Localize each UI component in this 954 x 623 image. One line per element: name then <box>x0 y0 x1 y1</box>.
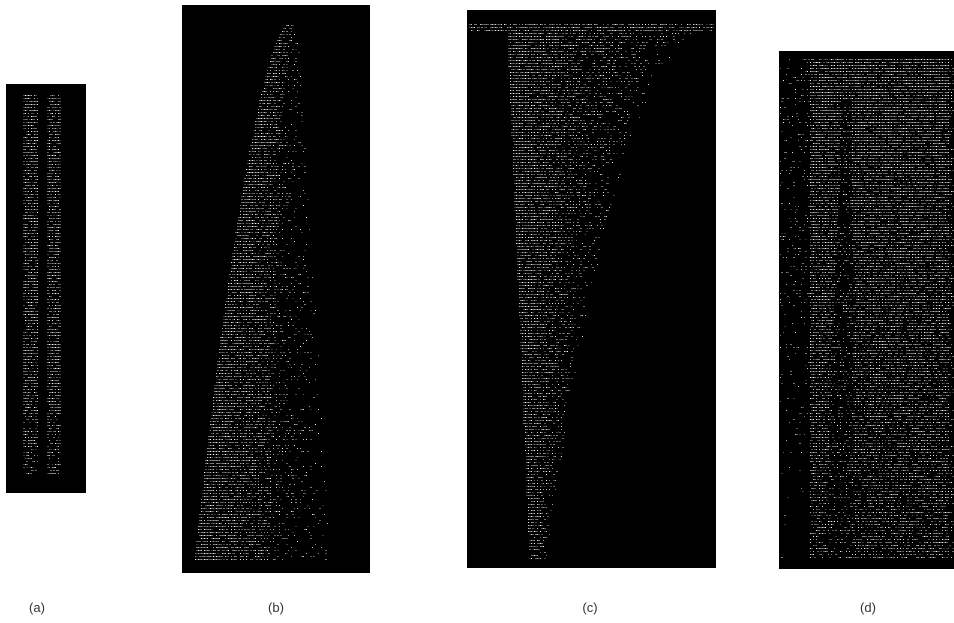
caption-a: (a) <box>29 600 45 615</box>
panel-c-image <box>467 10 716 568</box>
panel-d-speckle <box>780 59 954 558</box>
caption-b: (b) <box>268 600 284 615</box>
panel-a-image <box>6 84 86 493</box>
caption-d: (d) <box>860 600 876 615</box>
panel-c-speckle <box>469 24 714 559</box>
panel-a-speckle <box>23 95 61 474</box>
panel-b-speckle <box>195 25 328 560</box>
panel-d-image <box>779 51 954 569</box>
panel-b-image <box>182 5 370 573</box>
caption-c: (c) <box>582 600 597 615</box>
